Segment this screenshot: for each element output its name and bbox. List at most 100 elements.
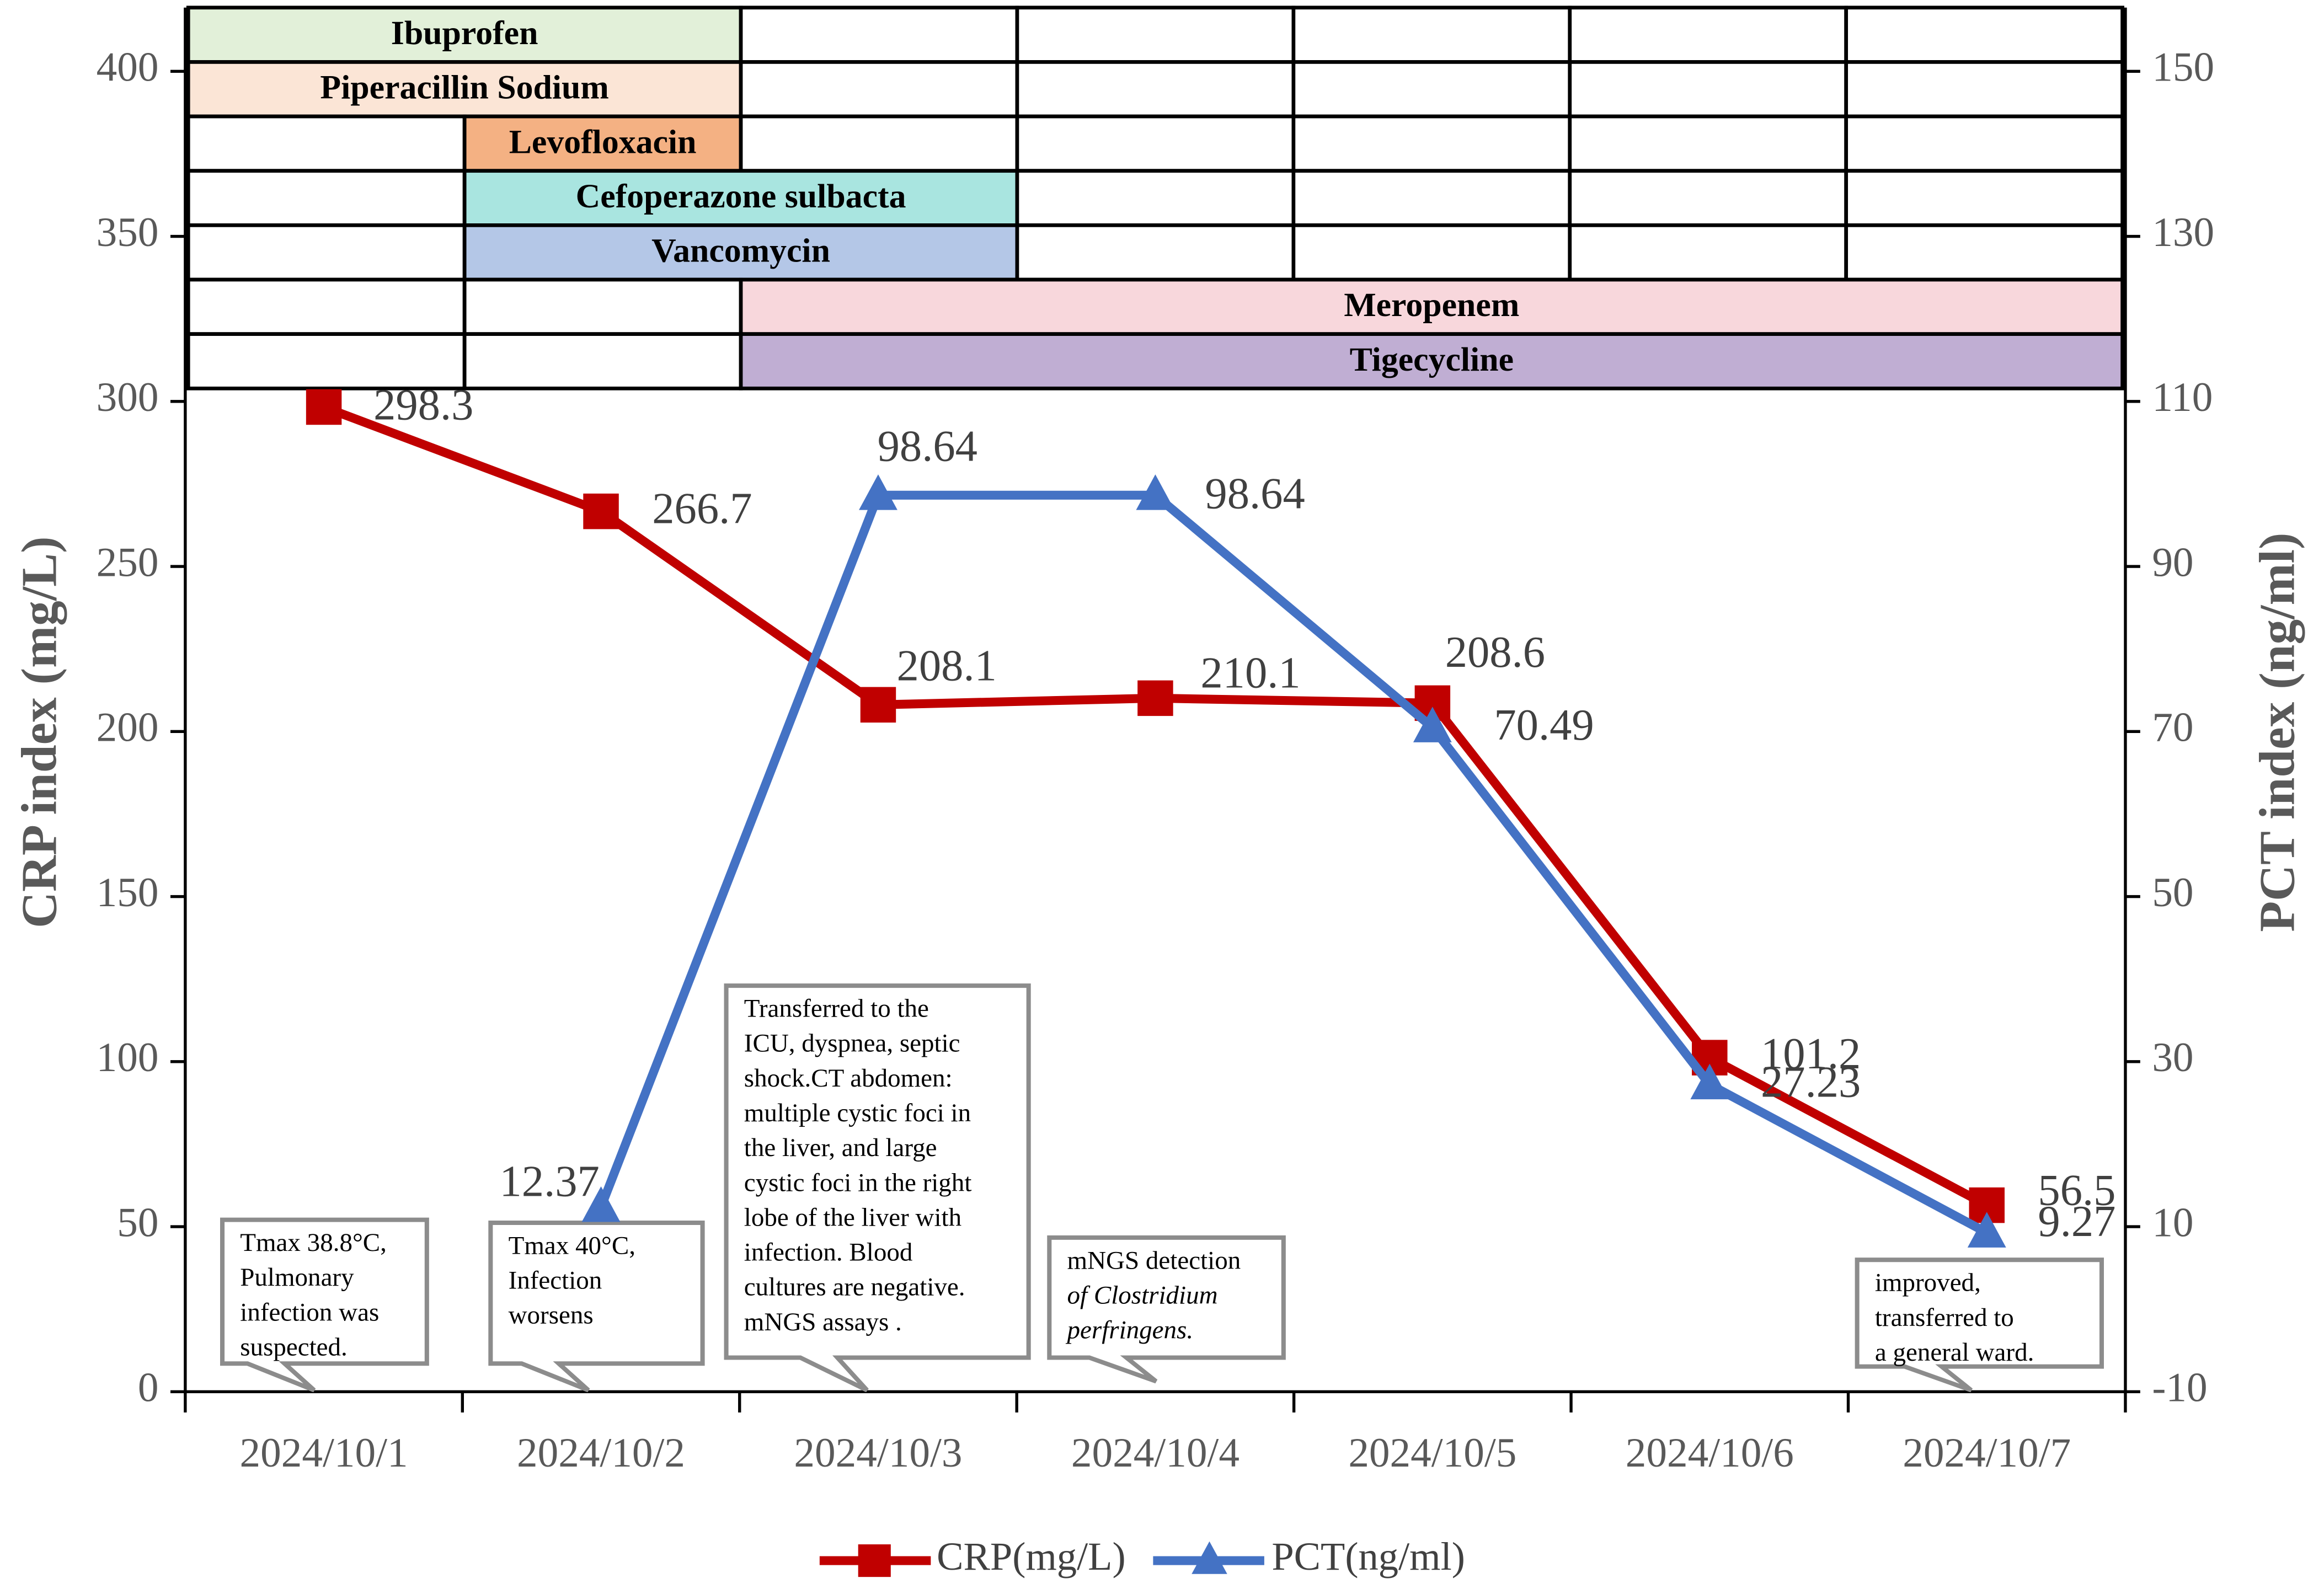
callout-box bbox=[488, 1220, 705, 1393]
marker bbox=[1690, 1063, 1729, 1100]
y2-tick-label: 70 bbox=[2152, 705, 2193, 751]
marker bbox=[583, 493, 619, 529]
callout-text: improved, bbox=[1875, 1269, 1981, 1297]
y-tick-label: 100 bbox=[97, 1035, 159, 1080]
marker bbox=[581, 1186, 621, 1222]
y-tick-label: 250 bbox=[97, 539, 159, 585]
callout-box bbox=[1855, 1258, 2104, 1393]
callout-box bbox=[220, 1217, 429, 1393]
drug-name: Levofloxacin bbox=[509, 123, 697, 160]
callout-box bbox=[724, 983, 1031, 1393]
x-tick-label: 2024/10/4 bbox=[1071, 1430, 1240, 1476]
y-tick-label: 300 bbox=[97, 374, 159, 420]
value-label: 56.5 bbox=[2038, 1165, 2115, 1215]
marker bbox=[1967, 1212, 2006, 1248]
y-tick-label: 150 bbox=[97, 870, 159, 916]
y2-tick-label: 90 bbox=[2152, 539, 2193, 585]
table-cell bbox=[186, 332, 467, 390]
callout-box bbox=[1047, 1235, 1286, 1384]
y2-tick-label: 50 bbox=[2152, 870, 2193, 916]
callout-text: suspected. bbox=[240, 1333, 348, 1362]
drug-bar bbox=[186, 60, 743, 119]
callout-text: Tmax 40°C, bbox=[509, 1231, 635, 1260]
callout-text: cystic foci in the right bbox=[744, 1168, 972, 1197]
table-cell bbox=[462, 277, 743, 336]
callout-text: a general ward. bbox=[1875, 1338, 2034, 1367]
callout-text: Pulmonary bbox=[240, 1263, 354, 1292]
callout-text: Transferred to the bbox=[744, 994, 929, 1023]
table-cell bbox=[186, 114, 467, 173]
y2-tick-label: 10 bbox=[2152, 1200, 2193, 1245]
table-cell bbox=[1568, 60, 1848, 119]
callout-text: shock.CT abdomen: bbox=[744, 1064, 953, 1093]
value-label: 12.37 bbox=[499, 1157, 599, 1206]
drug-bar bbox=[739, 332, 2124, 390]
legend-label: PCT(ng/ml) bbox=[1271, 1534, 1465, 1579]
value-label: 70.49 bbox=[1494, 700, 1594, 750]
callout-text: ICU, dyspnea, septic bbox=[744, 1029, 960, 1058]
callout-text: perfringens. bbox=[1066, 1316, 1194, 1345]
value-label: 98.64 bbox=[1205, 469, 1305, 518]
series-line bbox=[322, 403, 1989, 1210]
y-tick-label: 350 bbox=[97, 210, 159, 255]
callout-text: mNGS detection bbox=[1067, 1246, 1241, 1275]
callout-text: mNGS assays . bbox=[744, 1308, 902, 1336]
drug-bar bbox=[462, 169, 1019, 227]
table-cell bbox=[1568, 169, 1848, 227]
drug-name: Ibuprofen bbox=[391, 14, 538, 52]
value-label: 208.6 bbox=[1445, 628, 1545, 677]
value-label: 266.7 bbox=[652, 484, 752, 533]
drug-name: Piperacillin Sodium bbox=[320, 69, 608, 106]
drug-bar bbox=[739, 277, 2124, 336]
table-cell bbox=[1015, 223, 1296, 282]
value-label: 98.64 bbox=[878, 422, 977, 471]
table-cell bbox=[1844, 223, 2124, 282]
y2-tick-label: 130 bbox=[2152, 210, 2214, 255]
drug-name: Meropenem bbox=[1344, 286, 1519, 324]
y2-tick-label: 30 bbox=[2152, 1035, 2193, 1080]
table-cell bbox=[1568, 114, 1848, 173]
table-cell bbox=[1844, 114, 2124, 173]
value-label: 298.3 bbox=[373, 380, 473, 429]
table-cell bbox=[1015, 6, 1296, 64]
table-cell bbox=[1291, 114, 1572, 173]
marker bbox=[860, 687, 896, 723]
callout-text: lobe of the liver with bbox=[744, 1203, 961, 1232]
table-cell bbox=[1844, 6, 2124, 64]
y-axis-title: CRP index (mg/L) bbox=[12, 536, 67, 928]
value-label: 210.1 bbox=[1200, 649, 1300, 698]
table-cell bbox=[1015, 114, 1296, 173]
x-tick-label: 2024/10/2 bbox=[517, 1430, 685, 1476]
table-cell bbox=[739, 114, 1019, 173]
x-tick-label: 2024/10/7 bbox=[1903, 1430, 2071, 1476]
marker bbox=[1413, 707, 1452, 742]
value-label: 9.27 bbox=[2038, 1197, 2115, 1246]
y-tick-label: 400 bbox=[97, 45, 159, 90]
value-label: 208.1 bbox=[897, 641, 997, 690]
drug-name: Cefoperazone sulbacta bbox=[576, 178, 906, 215]
table-cell bbox=[186, 169, 467, 227]
marker bbox=[1137, 680, 1173, 716]
x-tick-label: 2024/10/5 bbox=[1348, 1430, 1516, 1476]
legend-marker bbox=[1192, 1541, 1227, 1574]
marker bbox=[306, 389, 342, 425]
legend-label: CRP(mg/L) bbox=[937, 1534, 1126, 1579]
drug-name: Vancomycin bbox=[651, 232, 830, 270]
value-label: 27.23 bbox=[1761, 1057, 1861, 1106]
x-tick-label: 2024/10/1 bbox=[240, 1430, 408, 1476]
y2-axis-title: PCT index (ng/ml) bbox=[2250, 533, 2305, 932]
table-cell bbox=[1291, 60, 1572, 119]
table-cell bbox=[1291, 223, 1572, 282]
drug-name: Tigecycline bbox=[1350, 341, 1514, 378]
table-cell bbox=[1844, 60, 2124, 119]
y-tick-label: 0 bbox=[138, 1365, 159, 1411]
table-cell bbox=[1568, 6, 1848, 64]
callout-text: worsens bbox=[509, 1301, 594, 1330]
callout-text: Tmax 38.8°C, bbox=[240, 1228, 387, 1257]
marker bbox=[859, 474, 897, 510]
table-cell bbox=[462, 332, 743, 390]
table-cell bbox=[739, 60, 1019, 119]
table-cell bbox=[739, 6, 1019, 64]
table-cell bbox=[1291, 169, 1572, 227]
